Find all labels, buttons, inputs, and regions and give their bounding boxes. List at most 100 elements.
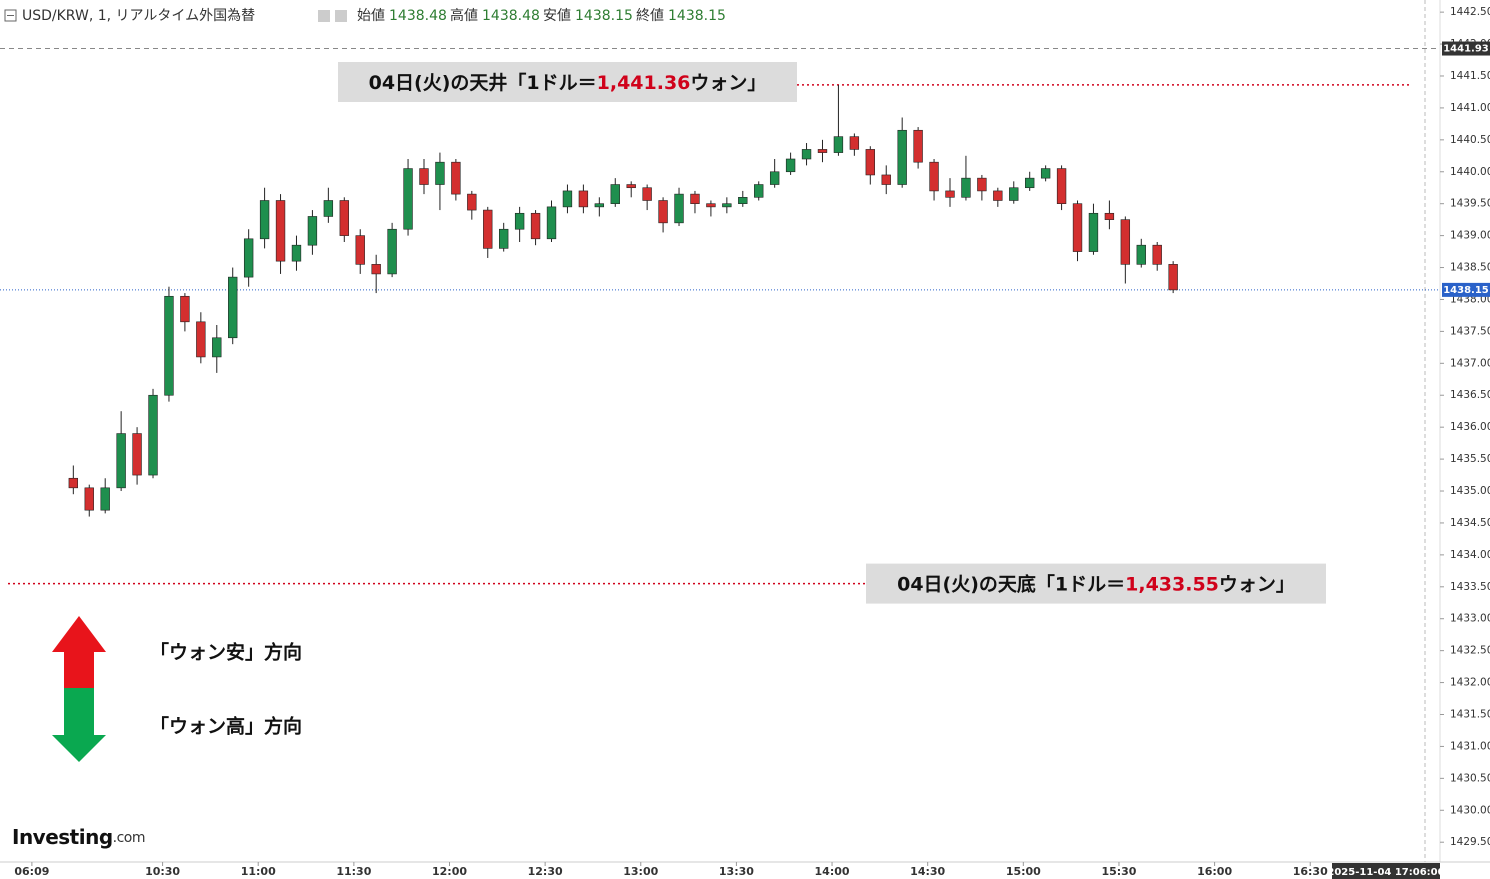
down-arrow	[52, 688, 106, 762]
ohlc-value: 1438.48	[482, 8, 540, 24]
candle-body	[1152, 244, 1162, 265]
y-tick-label: 1440.00	[1450, 166, 1490, 178]
candle-body	[754, 184, 764, 198]
candle-body	[706, 203, 716, 208]
candle-body	[68, 477, 79, 489]
y-tick-label: 1431.50	[1450, 709, 1490, 721]
x-tick-label: 13:00	[623, 865, 658, 878]
candle-body	[626, 184, 636, 189]
candle-body	[897, 129, 907, 185]
up-arrow	[52, 616, 106, 688]
annotation-text: ウォン」	[1219, 573, 1295, 595]
ohlc-label: 高値	[450, 7, 478, 24]
ohlc-label: 終値	[636, 8, 664, 24]
brand-logo: Investing.com	[12, 825, 145, 849]
candle-body	[228, 276, 238, 339]
direction-label: 「ウォン安」方向	[150, 641, 302, 664]
eye-icon[interactable]	[318, 10, 330, 22]
candle-body	[403, 168, 413, 230]
x-tick-label: 11:00	[241, 865, 276, 878]
candle-body	[738, 197, 748, 204]
x-tick-label: 11:30	[336, 865, 371, 878]
candle-body	[307, 216, 318, 246]
candle-body	[212, 337, 222, 358]
candle-body	[148, 394, 158, 476]
x-tick-label: 12:30	[528, 865, 563, 878]
candle-body	[674, 193, 684, 224]
x-tick-label: 15:30	[1101, 865, 1136, 878]
candle-body	[371, 264, 381, 275]
y-tick-label: 1439.50	[1450, 198, 1490, 210]
annotation-text: 04日(火)の天底「1ドル＝	[897, 572, 1125, 595]
collapse-icon[interactable]	[4, 9, 17, 22]
brand-suffix: .com	[113, 830, 145, 846]
cursor-label-box	[1332, 863, 1440, 879]
candle-body	[339, 200, 349, 236]
y-tick-label: 1441.50	[1450, 70, 1490, 82]
candle-body	[658, 200, 668, 224]
y-tick-label: 1435.00	[1450, 485, 1490, 497]
annotation-text: 04日(火)の天井「1ドル＝	[369, 71, 597, 94]
candle-body	[1088, 212, 1099, 252]
candle-body	[84, 487, 94, 511]
candle-body	[1025, 177, 1035, 189]
candle-body	[323, 200, 334, 217]
candle-body	[562, 190, 573, 208]
y-tick-label: 1430.50	[1450, 772, 1490, 784]
candle-body	[865, 149, 875, 176]
y-tick-label: 1435.50	[1450, 453, 1490, 465]
x-tick-label: 16:30	[1293, 865, 1328, 878]
candle-body	[387, 228, 397, 275]
symbol-title: USD/KRW, 1, リアルタイム外国為替	[22, 8, 255, 24]
candle-body	[530, 212, 541, 240]
candle-body	[451, 161, 461, 195]
candle-body	[180, 295, 190, 323]
brand: Investing	[12, 825, 113, 849]
candle-body	[483, 209, 493, 249]
y-tick-label: 1433.00	[1450, 613, 1490, 625]
y-tick-label: 1433.50	[1450, 581, 1490, 593]
candle-body	[849, 136, 860, 150]
x-tick-label: 14:00	[815, 865, 850, 878]
cursor-label: 2025-11-04 17:06:00	[1327, 867, 1444, 878]
candle-body	[435, 161, 445, 185]
annotation: 04日(火)の天井「1ドル＝1,441.36ウォン」	[369, 71, 767, 94]
direction-label: 「ウォン高」方向	[150, 715, 302, 738]
settings-icon[interactable]	[335, 10, 347, 22]
candle-body	[722, 203, 732, 208]
annotation: 04日(火)の天底「1ドル＝1,433.55ウォン」	[897, 572, 1295, 595]
candle-body	[913, 129, 923, 163]
candle-body	[546, 206, 557, 240]
candle-body	[881, 174, 891, 185]
x-tick-label: 13:30	[719, 865, 754, 878]
ohlc-value: 1438.15	[575, 8, 633, 24]
y-tick-label: 1440.50	[1450, 134, 1490, 146]
y-tick-label: 1434.50	[1450, 517, 1490, 529]
candle-body	[594, 203, 605, 208]
candle-body	[196, 321, 206, 358]
price-label-box	[1442, 282, 1490, 297]
y-tick-label: 1437.00	[1450, 357, 1490, 369]
candle-body	[833, 136, 844, 153]
candle-body	[259, 200, 270, 240]
x-tick-label: 06:09	[14, 865, 49, 878]
candle-body	[467, 193, 477, 211]
candle-body	[100, 487, 110, 511]
candle-body	[1136, 244, 1146, 265]
candle-body	[929, 161, 939, 192]
candle-body	[642, 187, 652, 201]
x-tick-label: 10:30	[145, 865, 180, 878]
price-label: 1441.93	[1443, 44, 1489, 55]
x-tick-label: 12:00	[432, 865, 467, 878]
candle-body	[801, 149, 812, 160]
candle-body	[785, 158, 796, 173]
ohlc-value: 1438.48	[389, 8, 447, 24]
y-tick-label: 1437.50	[1450, 325, 1490, 337]
annotation-value: 1,433.55	[1125, 573, 1219, 595]
y-tick-label: 1430.00	[1450, 804, 1490, 816]
y-tick-label: 1439.00	[1450, 230, 1490, 242]
candle-body	[578, 190, 589, 208]
y-tick-label: 1436.50	[1450, 389, 1490, 401]
